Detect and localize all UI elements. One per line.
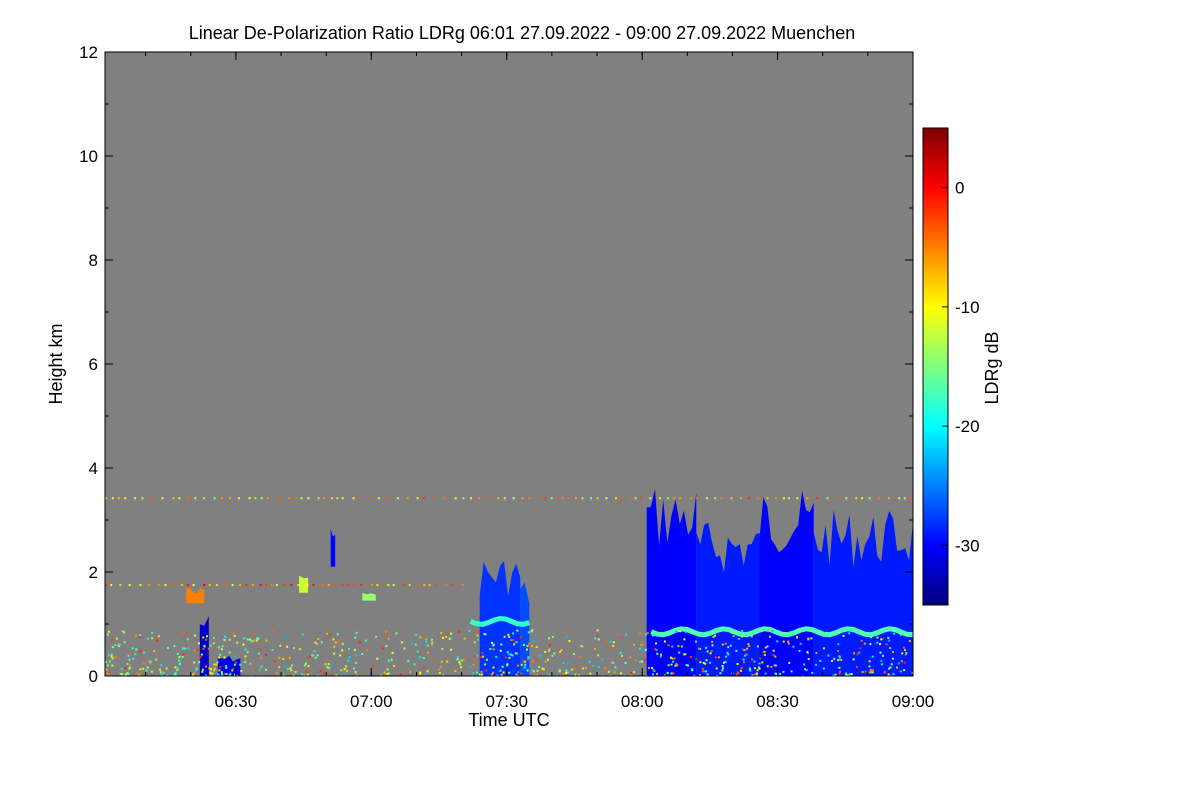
y-tick-label: 0 [89, 667, 98, 686]
x-tick-label: 07:30 [485, 692, 528, 711]
y-tick-label: 4 [89, 459, 98, 478]
colorbar-axis: 0 -10 -20 -30 [942, 179, 980, 555]
x-axis-label: Time UTC [468, 710, 549, 730]
cloud-region [217, 655, 241, 676]
cloud-region [362, 593, 376, 601]
cloud-region [186, 587, 205, 604]
cloud-region [813, 510, 913, 676]
x-axis: 06:30 07:00 07:30 08:00 08:30 09:00 [145, 52, 935, 711]
cloud-region [520, 582, 530, 676]
y-tick-label: 2 [89, 563, 98, 582]
colorbar-label: LDRg dB [982, 331, 1002, 404]
y-tick-label: 8 [89, 251, 98, 270]
y-tick-label: 6 [89, 355, 98, 374]
melting-layer-band [469, 615, 530, 627]
x-tick-label: 06:30 [215, 692, 258, 711]
cloud-region [330, 529, 336, 567]
clutter-line [105, 497, 912, 500]
colorbar-tick-label: -20 [955, 417, 980, 436]
y-axis-label: Height km [46, 323, 66, 404]
colorbar-tick-label: 0 [955, 179, 964, 198]
ldr-data-layer [105, 489, 913, 676]
y-axis: 0 2 4 6 8 10 12 [79, 43, 913, 686]
melting-layer-band [650, 626, 913, 638]
y-tick-label: 10 [79, 147, 98, 166]
x-tick-label: 08:00 [621, 692, 664, 711]
y-tick-label: 12 [79, 43, 98, 62]
x-tick-label: 09:00 [892, 692, 935, 711]
colorbar-tick-label: -30 [955, 536, 980, 555]
chart-title: Linear De-Polarization Ratio LDRg 06:01 … [189, 23, 855, 43]
cloud-region [299, 575, 309, 593]
x-tick-label: 07:00 [350, 692, 393, 711]
x-tick-label: 08:30 [756, 692, 799, 711]
cloud-region [696, 522, 760, 676]
colorbar [922, 127, 949, 606]
colorbar-tick-label: -10 [955, 298, 980, 317]
clutter-line [105, 584, 464, 586]
